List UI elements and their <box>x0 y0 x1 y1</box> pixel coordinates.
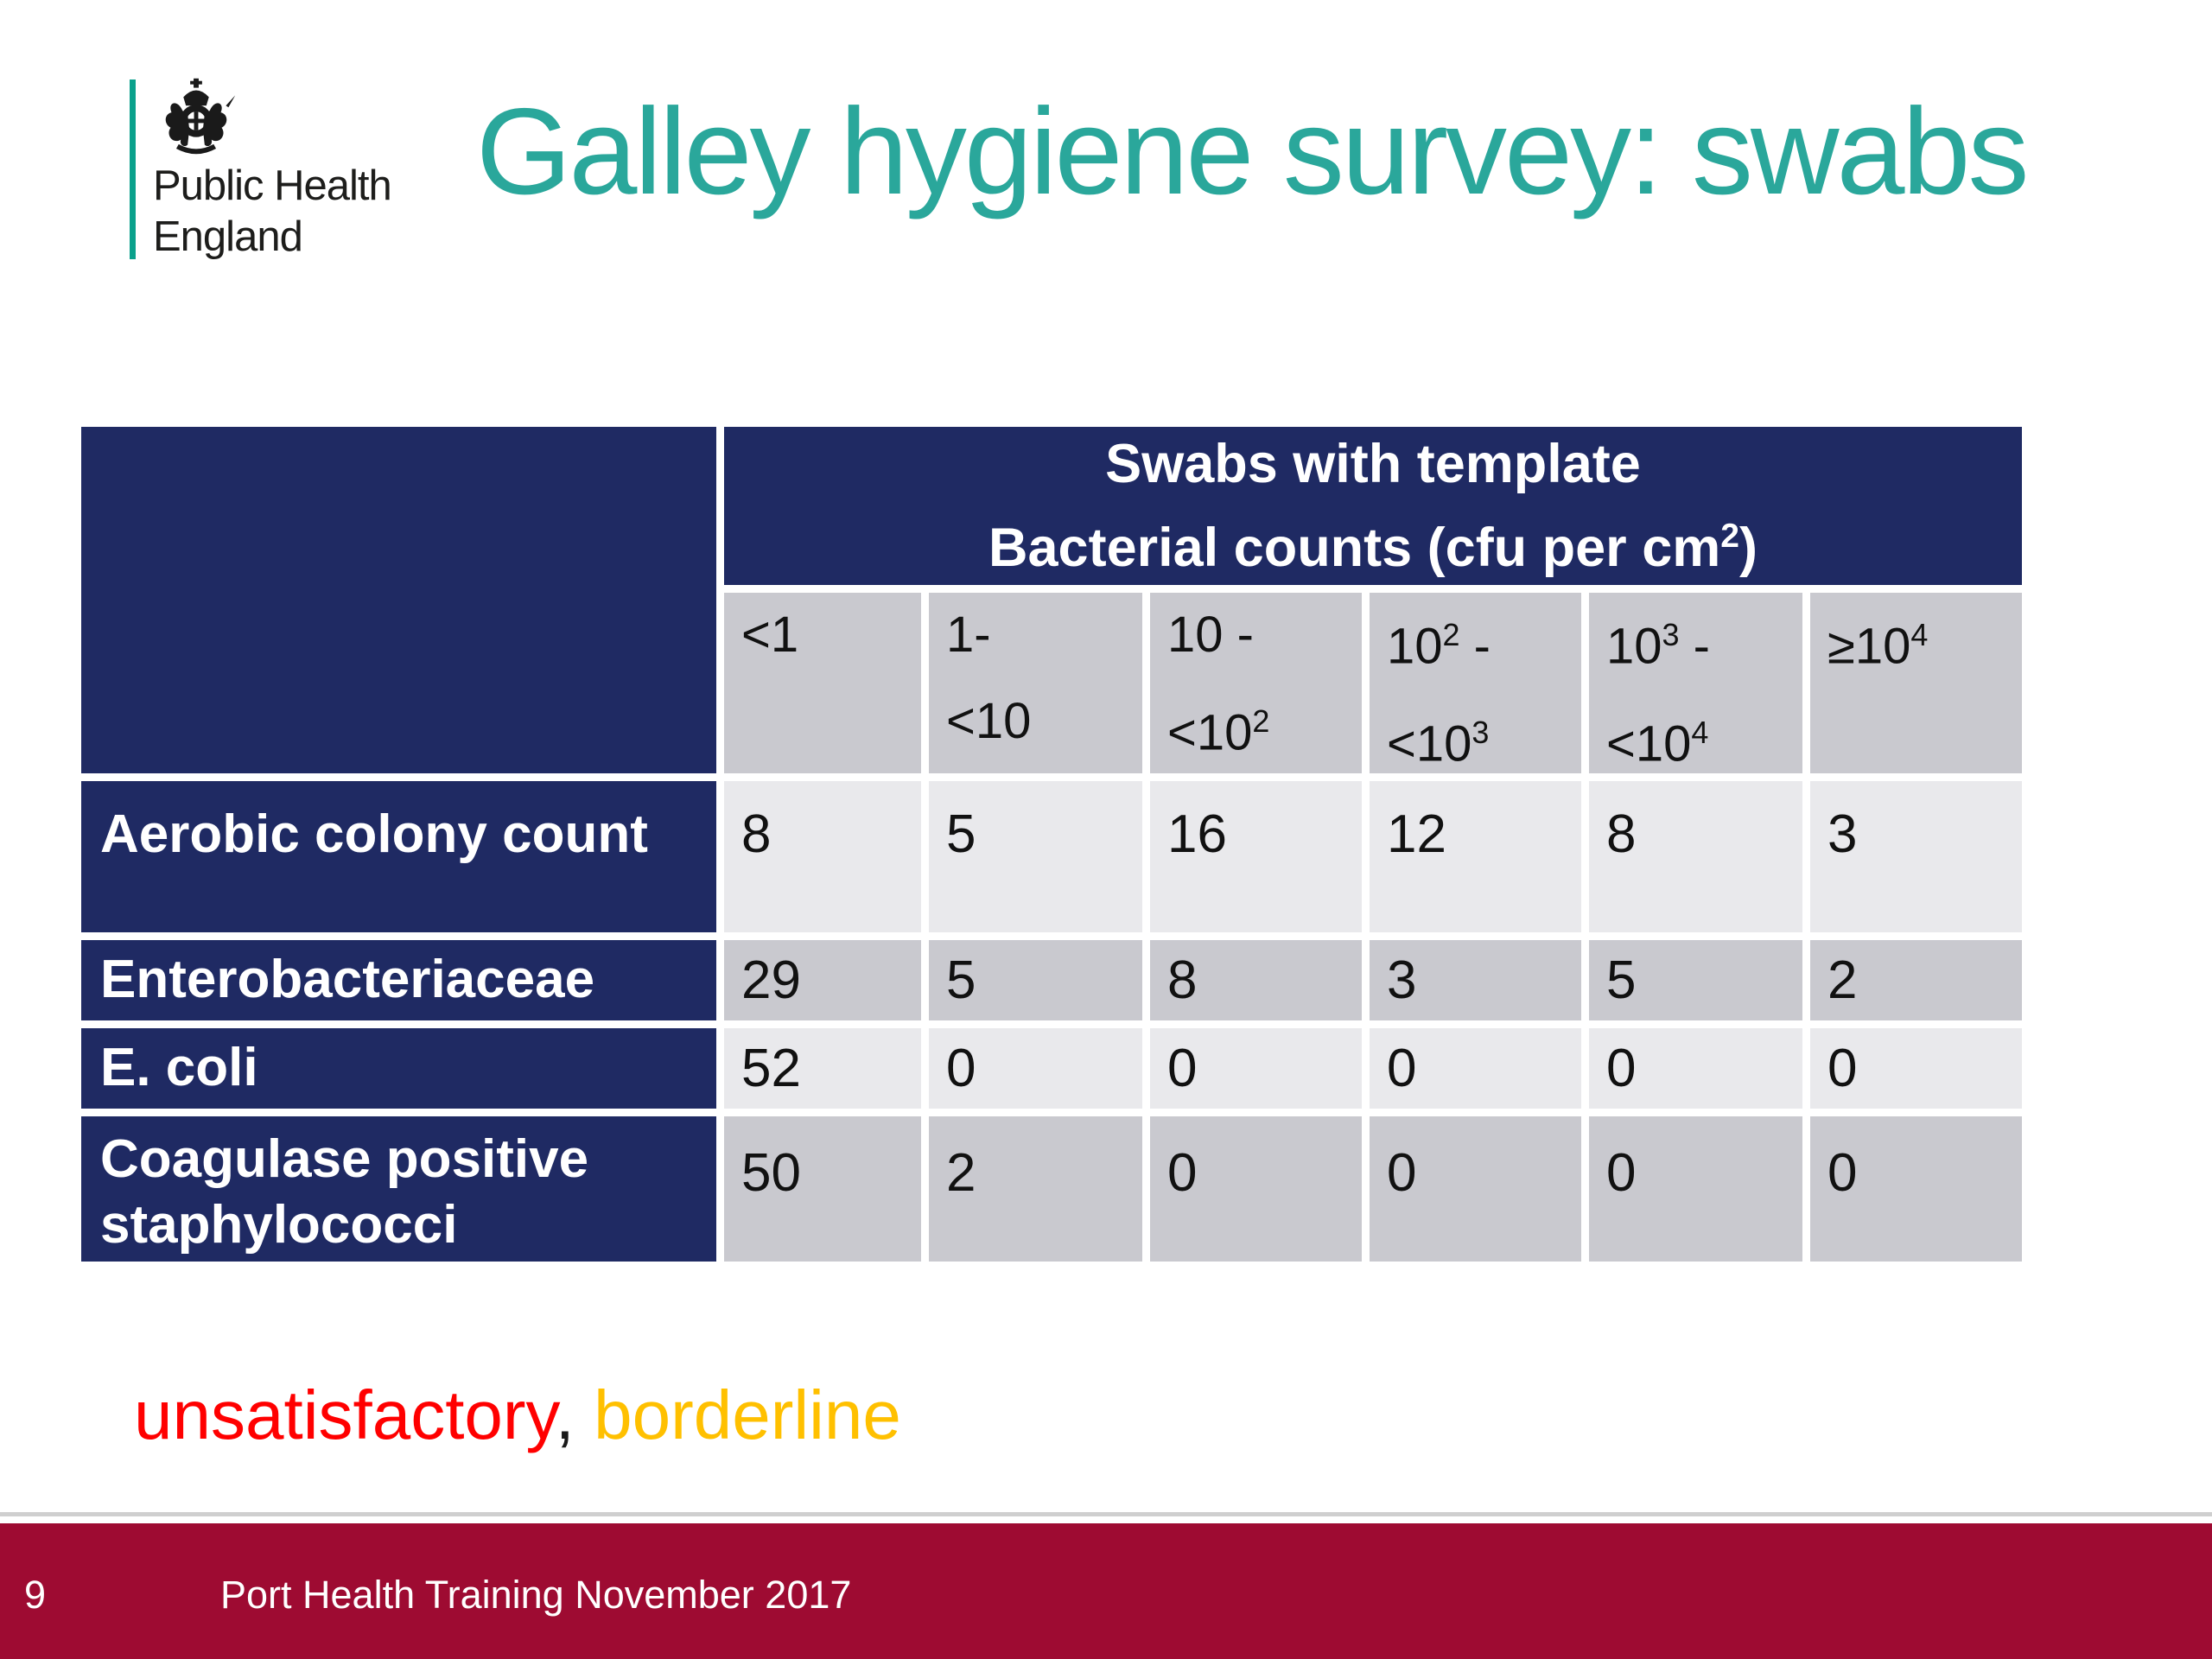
page-number: 9 <box>24 1573 47 1617</box>
data-cell: 3 <box>1370 939 1581 1020</box>
row-label: Aerobic colony count <box>81 780 716 932</box>
footer-divider <box>0 1512 2212 1516</box>
col-header-cell: 1- <10 <box>929 593 1142 773</box>
color-legend: unsatisfactory, borderline <box>134 1374 901 1457</box>
data-cell: 0 <box>1150 1116 1362 1262</box>
phe-logo-line1: Public Health <box>153 162 392 209</box>
royal-coat-of-arms-icon <box>165 78 236 155</box>
table-header-line1: Swabs with template <box>1105 434 1641 494</box>
table-header-line2: Bacterial counts (cfu per cm2) <box>988 518 1758 578</box>
phe-logo-line2: England <box>153 213 303 260</box>
phe-logo-text: Public Health England <box>153 161 392 263</box>
table-corner-cell <box>81 427 716 773</box>
swab-results-table: Swabs with template Bacterial counts (cf… <box>73 419 2030 1269</box>
data-cell: 12 <box>1370 780 1581 932</box>
data-cell: 8 <box>1589 780 1802 932</box>
data-cell: 5 <box>929 780 1142 932</box>
data-cell: 2 <box>929 1116 1142 1262</box>
data-cell: 0 <box>1810 1027 2022 1109</box>
data-cell: 5 <box>1589 939 1802 1020</box>
table-row: Aerobic colony count 8 5 16 12 8 3 <box>81 780 2022 932</box>
footer-bar: 9 Port Health Training November 2017 <box>0 1523 2212 1659</box>
slide-title: Galley hygiene survey: swabs <box>476 83 2029 220</box>
data-cell: 2 <box>1810 939 2022 1020</box>
row-label: E. coli <box>81 1027 716 1109</box>
col-header-cell: 102 - <103 <box>1370 593 1581 773</box>
row-label: Coagulase positive staphylococci <box>81 1116 716 1262</box>
col-header-cell: ≥104 <box>1810 593 2022 773</box>
data-cell: 3 <box>1810 780 2022 932</box>
data-cell: 0 <box>1370 1027 1581 1109</box>
col-header-cell: 10 - <102 <box>1150 593 1362 773</box>
col-header-cell: <1 <box>724 593 921 773</box>
footer-text: Port Health Training November 2017 <box>220 1573 852 1617</box>
logo-teal-bar <box>130 79 136 259</box>
data-cell: 5 <box>929 939 1142 1020</box>
table-header-cell: Swabs with template Bacterial counts (cf… <box>724 427 2022 585</box>
data-cell: 0 <box>1150 1027 1362 1109</box>
row-label: Enterobacteriaceae <box>81 939 716 1020</box>
table-row: E. coli 52 0 0 0 0 0 <box>81 1027 2022 1109</box>
data-cell: 8 <box>1150 939 1362 1020</box>
data-cell: 16 <box>1150 780 1362 932</box>
data-cell: 50 <box>724 1116 921 1262</box>
col-header-cell: 103 - <104 <box>1589 593 1802 773</box>
data-cell: 0 <box>1370 1116 1581 1262</box>
data-cell: 0 <box>1589 1116 1802 1262</box>
table-row: Coagulase positive staphylococci 50 2 0 … <box>81 1116 2022 1262</box>
data-cell: 0 <box>1810 1116 2022 1262</box>
data-cell: 0 <box>1589 1027 1802 1109</box>
legend-separator: , <box>555 1376 575 1453</box>
data-cell: 0 <box>929 1027 1142 1109</box>
data-cell: 8 <box>724 780 921 932</box>
table-row: Enterobacteriaceae 29 5 8 3 5 2 <box>81 939 2022 1020</box>
legend-unsatisfactory: unsatisfactory <box>134 1376 556 1453</box>
data-cell: 52 <box>724 1027 921 1109</box>
data-cell: 29 <box>724 939 921 1020</box>
legend-borderline: borderline <box>574 1376 901 1453</box>
